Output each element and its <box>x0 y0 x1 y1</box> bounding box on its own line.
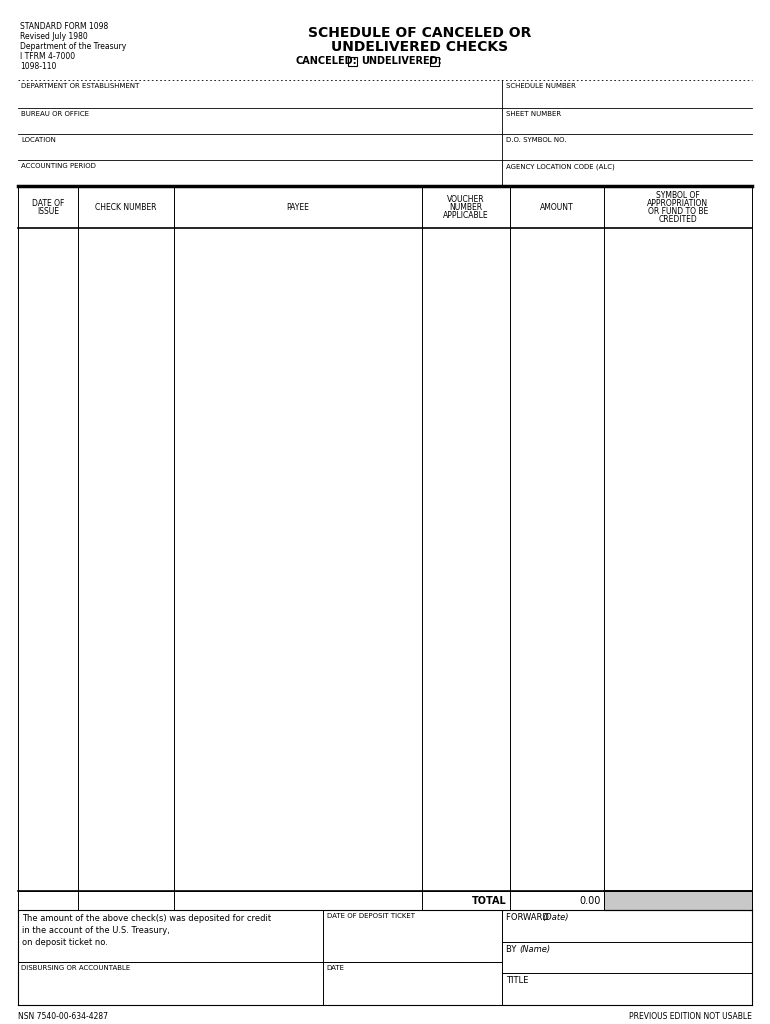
Text: BUREAU OR OFFICE: BUREAU OR OFFICE <box>21 111 89 117</box>
Text: UNDELIVERED CHECKS: UNDELIVERED CHECKS <box>331 40 508 54</box>
Text: APPROPRIATION: APPROPRIATION <box>648 199 708 208</box>
Text: SCHEDULE OF CANCELED OR: SCHEDULE OF CANCELED OR <box>308 26 532 40</box>
Text: in the account of the U.S. Treasury,: in the account of the U.S. Treasury, <box>22 926 170 935</box>
Text: FORWARD: FORWARD <box>506 913 551 922</box>
Text: (Date): (Date) <box>542 913 568 922</box>
Text: DATE OF: DATE OF <box>32 199 64 208</box>
Text: DISBURSING OR ACCOUNTABLE: DISBURSING OR ACCOUNTABLE <box>21 966 130 971</box>
Text: LOCATION: LOCATION <box>21 137 56 143</box>
Text: CREDITED: CREDITED <box>658 214 698 223</box>
Bar <box>430 57 439 66</box>
Text: UNDELIVERED:: UNDELIVERED: <box>361 56 442 66</box>
Text: Revised July 1980: Revised July 1980 <box>20 32 88 41</box>
Text: I TFRM 4-7000: I TFRM 4-7000 <box>20 52 75 61</box>
Text: NSN 7540-00-634-4287: NSN 7540-00-634-4287 <box>18 1012 108 1021</box>
Text: SCHEDULE NUMBER: SCHEDULE NUMBER <box>506 83 576 89</box>
Text: SYMBOL OF: SYMBOL OF <box>656 190 700 200</box>
Text: DEPARTMENT OR ESTABLISHMENT: DEPARTMENT OR ESTABLISHMENT <box>21 83 139 89</box>
Text: DATE: DATE <box>326 966 345 971</box>
Text: AMOUNT: AMOUNT <box>540 203 574 212</box>
Text: ISSUE: ISSUE <box>37 207 59 215</box>
Text: 0.00: 0.00 <box>579 896 601 905</box>
Text: The amount of the above check(s) was deposited for credit: The amount of the above check(s) was dep… <box>22 914 271 923</box>
Text: ACCOUNTING PERIOD: ACCOUNTING PERIOD <box>21 163 96 169</box>
Text: CHECK NUMBER: CHECK NUMBER <box>95 203 156 212</box>
Text: NUMBER: NUMBER <box>449 203 482 212</box>
Text: BY: BY <box>506 945 519 953</box>
Text: 1098-110: 1098-110 <box>20 62 56 71</box>
Text: VOUCHER: VOUCHER <box>447 195 484 204</box>
Text: OR FUND TO BE: OR FUND TO BE <box>648 207 708 215</box>
Bar <box>604 891 752 910</box>
Text: PAYEE: PAYEE <box>286 203 309 212</box>
Text: TITLE: TITLE <box>506 976 528 985</box>
Text: PREVIOUS EDITION NOT USABLE: PREVIOUS EDITION NOT USABLE <box>629 1012 752 1021</box>
Text: DATE OF DEPOSIT TICKET: DATE OF DEPOSIT TICKET <box>326 913 414 919</box>
Text: STANDARD FORM 1098: STANDARD FORM 1098 <box>20 22 109 31</box>
Text: TOTAL: TOTAL <box>472 896 507 905</box>
Text: SHEET NUMBER: SHEET NUMBER <box>506 111 561 117</box>
Text: on deposit ticket no.: on deposit ticket no. <box>22 938 108 947</box>
Text: D.O. SYMBOL NO.: D.O. SYMBOL NO. <box>506 137 567 143</box>
Text: (Name): (Name) <box>520 945 551 953</box>
Bar <box>348 57 357 66</box>
Text: APPLICABLE: APPLICABLE <box>443 211 488 219</box>
Text: AGENCY LOCATION CODE (ALC): AGENCY LOCATION CODE (ALC) <box>506 163 614 170</box>
Text: CANCELED:: CANCELED: <box>295 56 357 66</box>
Text: Department of the Treasury: Department of the Treasury <box>20 42 126 51</box>
